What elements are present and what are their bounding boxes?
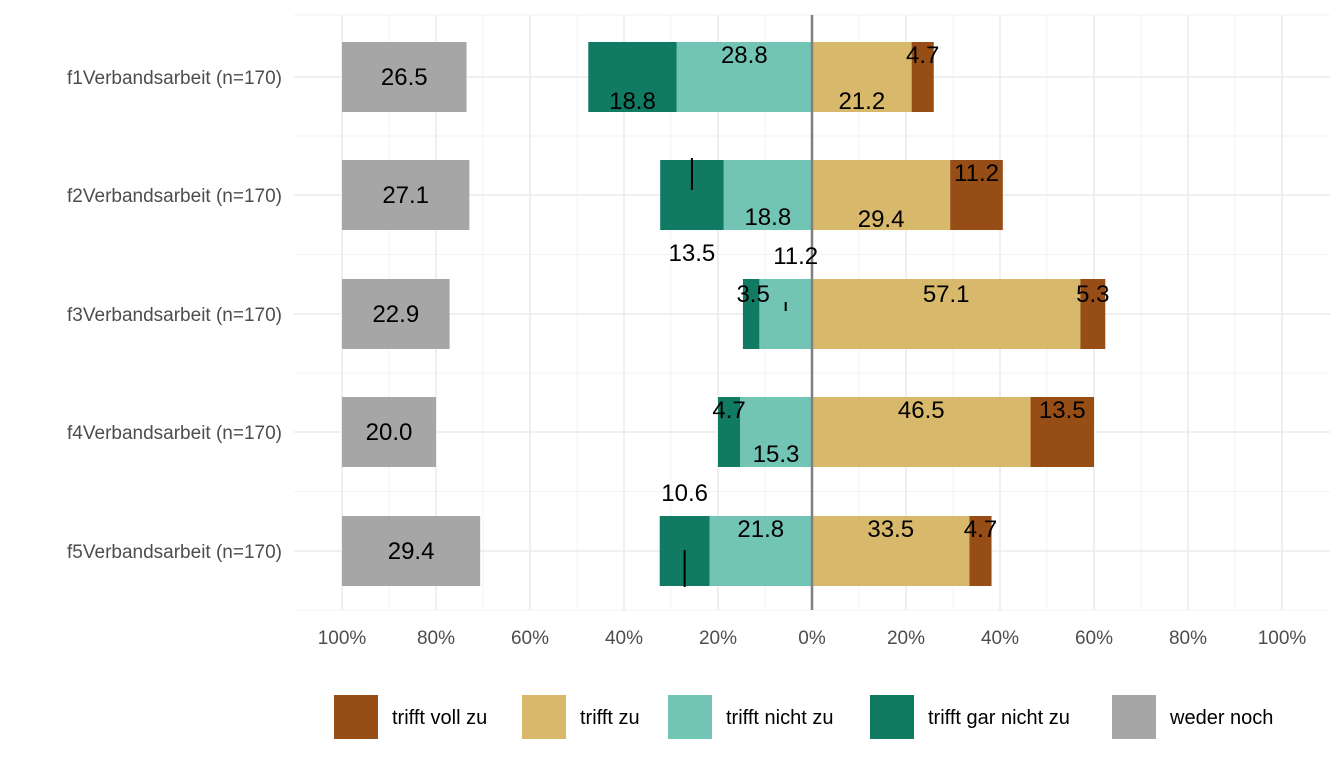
bar-trifft-nicht-zu-row-5 (709, 516, 812, 586)
label-trifft-zu-row-1: 21.2 (838, 88, 885, 115)
x-tick-label: 20% (699, 628, 737, 649)
x-tick-labels: 100% 80% 60% 40% 20% 0% 20% 40% 60% 80% 100% (318, 628, 1307, 649)
label-trifft-voll-zu-row-1: 4.7 (906, 42, 939, 69)
legend-label-trifft-zu: trifft zu (580, 707, 640, 729)
label-weder-noch-row-1: 26.5 (381, 64, 428, 91)
x-tick-label: 40% (981, 628, 1019, 649)
label-weder-noch-row-3: 22.9 (372, 301, 419, 328)
bar-weder-noch-row-3 (342, 279, 450, 349)
label-trifft-zu-row-4: 46.5 (898, 397, 945, 424)
legend-label-trifft-nicht-zu: trifft nicht zu (726, 707, 833, 729)
bar-weder-noch-row-5 (342, 516, 481, 586)
bar-weder-noch-row-4 (342, 397, 436, 467)
x-tick-label: 60% (1075, 628, 1113, 649)
label-trifft-gar-nicht-zu-row-2: 13.5 (669, 240, 716, 267)
category-label-row-2: f2Verbandsarbeit (n=170) (67, 186, 282, 207)
x-tick-label: 20% (887, 628, 925, 649)
legend-item-trifft-voll-zu: trifft voll zu (334, 695, 487, 739)
x-tick-label: 40% (605, 628, 643, 649)
x-tick-label: 100% (318, 628, 367, 649)
bar-trifft-zu-row-1 (812, 42, 912, 112)
legend-swatch-trifft-zu (522, 695, 566, 739)
label-trifft-nicht-zu-row-3: 11.2 (773, 243, 818, 270)
bars-layer (342, 42, 1106, 586)
label-trifft-gar-nicht-zu-row-4: 4.7 (712, 397, 745, 424)
bar-trifft-nicht-zu-row-4 (740, 397, 812, 467)
bar-trifft-gar-nicht-zu-row-3 (742, 279, 760, 349)
legend-item-weder-noch: weder noch (1112, 695, 1273, 739)
bar-trifft-voll-zu-row-4 (1030, 397, 1094, 467)
legend-label-trifft-voll-zu: trifft voll zu (392, 707, 487, 729)
legend-swatch-trifft-voll-zu (334, 695, 378, 739)
legend-item-trifft-gar-nicht-zu: trifft gar nicht zu (870, 695, 1070, 739)
label-weder-noch-row-4: 20.0 (366, 419, 413, 446)
label-trifft-nicht-zu-row-4: 15.3 (753, 441, 800, 468)
bar-trifft-voll-zu-row-5 (969, 516, 992, 586)
x-tick-label: 60% (511, 628, 549, 649)
label-trifft-gar-nicht-zu-row-3: 3.5 (736, 281, 769, 308)
bar-trifft-nicht-zu-row-1 (676, 42, 812, 112)
x-tick-label: 80% (417, 628, 455, 649)
label-trifft-nicht-zu-row-5: 21.8 (737, 516, 784, 543)
label-trifft-voll-zu-row-4: 13.5 (1039, 397, 1086, 424)
bar-trifft-gar-nicht-zu-row-1 (588, 42, 677, 112)
legend-label-trifft-gar-nicht-zu: trifft gar nicht zu (928, 707, 1070, 729)
value-labels-layer: 26.5 21.2 4.7 28.8 18.8 27.1 29.4 11.2 18.8 13.5 2… (366, 42, 1110, 587)
bar-trifft-zu-row-3 (812, 279, 1081, 349)
label-trifft-zu-row-2: 29.4 (858, 206, 905, 233)
bar-trifft-voll-zu-row-1 (911, 42, 934, 112)
label-trifft-zu-row-5: 33.5 (867, 516, 914, 543)
x-tick-label: 100% (1258, 628, 1307, 649)
legend-swatch-weder-noch (1112, 695, 1156, 739)
legend-label-weder-noch: weder noch (1169, 707, 1273, 729)
bar-trifft-gar-nicht-zu-row-4 (718, 397, 741, 467)
label-trifft-nicht-zu-row-2: 18.8 (744, 204, 791, 231)
category-label-row-3: f3Verbandsarbeit (n=170) (67, 305, 282, 326)
category-labels: f1Verbandsarbeit (n=170) f2Verbandsarbeit… (67, 68, 282, 563)
bar-trifft-nicht-zu-row-2 (723, 160, 812, 230)
category-label-row-1: f1Verbandsarbeit (n=170) (67, 68, 282, 89)
label-trifft-voll-zu-row-3: 5.3 (1076, 281, 1109, 308)
bar-trifft-zu-row-4 (812, 397, 1031, 467)
legend-swatch-trifft-gar-nicht-zu (870, 695, 914, 739)
label-trifft-nicht-zu-row-1: 28.8 (721, 42, 768, 69)
label-trifft-voll-zu-row-5: 4.7 (964, 516, 997, 543)
bar-weder-noch-row-1 (342, 42, 467, 112)
legend-swatch-trifft-nicht-zu (668, 695, 712, 739)
category-label-row-4: f4Verbandsarbeit (n=170) (67, 423, 282, 444)
legend-item-trifft-zu: trifft zu (522, 695, 640, 739)
label-weder-noch-row-2: 27.1 (382, 182, 429, 209)
category-label-row-5: f5Verbandsarbeit (n=170) (67, 542, 282, 563)
bar-weder-noch-row-2 (342, 160, 470, 230)
bar-trifft-voll-zu-row-3 (1080, 279, 1106, 349)
x-tick-label: 80% (1169, 628, 1207, 649)
label-trifft-gar-nicht-zu-row-5: 10.6 (661, 480, 708, 507)
legend-item-trifft-nicht-zu: trifft nicht zu (668, 695, 833, 739)
label-trifft-voll-zu-row-2: 11.2 (954, 160, 999, 187)
bar-trifft-voll-zu-row-2 (950, 160, 1003, 230)
legend: trifft voll zu trifft zu trifft nicht zu tr… (334, 695, 1273, 739)
bar-trifft-nicht-zu-row-3 (759, 279, 812, 349)
bar-trifft-zu-row-5 (812, 516, 970, 586)
x-tick-label: 0% (798, 628, 826, 649)
label-trifft-gar-nicht-zu-row-1: 18.8 (609, 88, 656, 115)
bar-trifft-zu-row-2 (812, 160, 951, 230)
label-weder-noch-row-5: 29.4 (388, 538, 435, 565)
label-trifft-zu-row-3: 57.1 (923, 281, 970, 308)
